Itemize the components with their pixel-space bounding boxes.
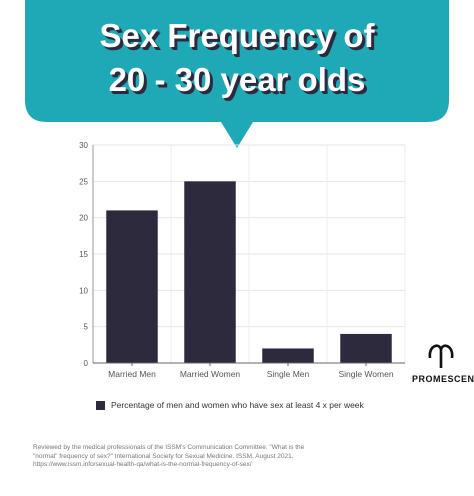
- title-banner: [25, 0, 449, 148]
- y-tick-label: 10: [79, 286, 88, 295]
- bar: [340, 333, 392, 363]
- brand-name: PROMESCENT: [412, 374, 474, 384]
- bar: [262, 348, 314, 363]
- x-tick-label: Single Women: [338, 369, 394, 379]
- x-tick-label: Married Men: [108, 369, 156, 379]
- y-tick-label: 20: [79, 214, 88, 223]
- legend: Percentage of men and women who have sex…: [96, 400, 364, 410]
- legend-label: Percentage of men and women who have sex…: [111, 400, 364, 410]
- y-tick-label: 5: [84, 323, 89, 332]
- y-tick-label: 15: [79, 250, 88, 259]
- legend-swatch: [96, 400, 105, 410]
- chart-title: Sex Frequency of 20 - 30 year olds: [99, 17, 375, 98]
- y-tick-label: 25: [79, 177, 88, 186]
- x-tick-label: Single Men: [266, 369, 310, 379]
- y-tick-label: 0: [84, 359, 89, 368]
- source-note: Reviewed by the medical professionals of…: [33, 444, 305, 468]
- bar: [106, 210, 158, 363]
- bar: [184, 181, 236, 363]
- x-tick-label: Married Women: [179, 369, 241, 379]
- y-tick-label: 30: [79, 141, 88, 150]
- brand-logo: [428, 344, 454, 368]
